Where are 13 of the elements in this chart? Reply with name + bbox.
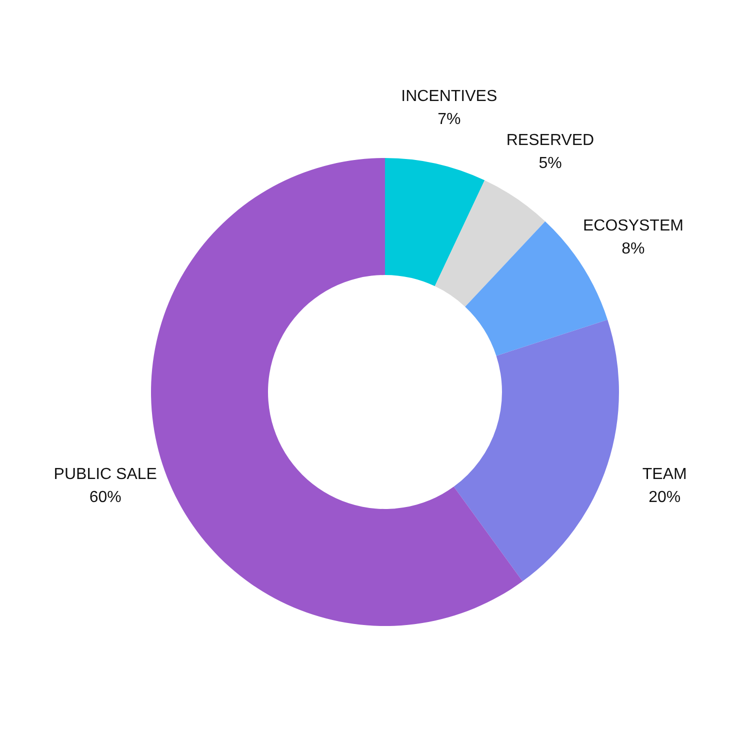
donut-slice bbox=[434, 180, 546, 307]
donut-slice bbox=[454, 320, 619, 582]
slice-label: PUBLIC SALE bbox=[54, 466, 157, 483]
slice-label: RESERVED bbox=[506, 132, 594, 149]
data-label: 20% bbox=[648, 488, 681, 506]
data-label: 8% bbox=[622, 240, 645, 258]
data-label: 60% bbox=[89, 488, 122, 506]
slice-label: ECOSYSTEM bbox=[583, 217, 684, 234]
data-label: 7% bbox=[438, 111, 461, 128]
slice-label: INCENTIVES bbox=[401, 88, 498, 106]
data-label: 5% bbox=[538, 154, 562, 172]
donut-slice bbox=[385, 158, 485, 286]
slice-label: TEAM bbox=[642, 466, 687, 483]
